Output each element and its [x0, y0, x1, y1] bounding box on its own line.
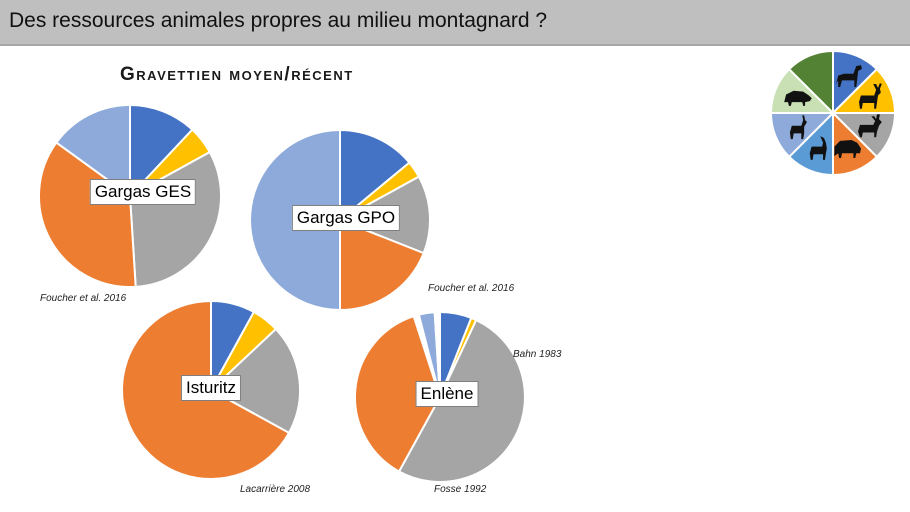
pie-slice — [38, 141, 137, 288]
pie-slice — [339, 128, 411, 223]
pie-slice — [433, 310, 441, 398]
horse-icon — [835, 65, 862, 87]
source-enlene-secondary: Bahn 1983 — [513, 349, 562, 360]
source-enlene: Fosse 1992 — [434, 484, 487, 495]
red-deer-icon — [859, 83, 882, 109]
source-gargas-gpo: Foucher et al. 2016 — [428, 283, 515, 294]
ibex-icon — [809, 136, 827, 160]
pie-label-enlene: Enlène — [415, 381, 479, 407]
legend-wheel-segment — [787, 49, 834, 116]
species-legend-wheel — [769, 49, 897, 177]
pie-slice — [54, 103, 131, 198]
source-gargas-ges: Foucher et al. 2016 — [40, 293, 127, 304]
slide-header: Des ressources animales propres au milie… — [0, 0, 910, 46]
roe-deer-icon — [789, 115, 807, 140]
pie-label-gargas-ges: Gargas GES — [89, 179, 197, 205]
bison-icon — [834, 139, 861, 158]
slide-title: Des ressources animales propres au milie… — [9, 9, 548, 32]
pie-label-isturitz: Isturitz — [180, 375, 242, 401]
reindeer-icon — [858, 114, 882, 138]
pie-label-gargas-gpo: Gargas GPO — [291, 205, 401, 231]
pie-chart-3 — [353, 310, 526, 483]
pie-slice — [209, 327, 301, 435]
pie-slice — [129, 103, 194, 199]
period-subtitle: Gravettien moyen/récent — [120, 64, 354, 85]
boar-icon — [784, 90, 812, 106]
source-isturitz: Lacarrière 2008 — [240, 484, 311, 495]
pie-slice — [353, 314, 442, 473]
pie-slice — [339, 218, 425, 312]
